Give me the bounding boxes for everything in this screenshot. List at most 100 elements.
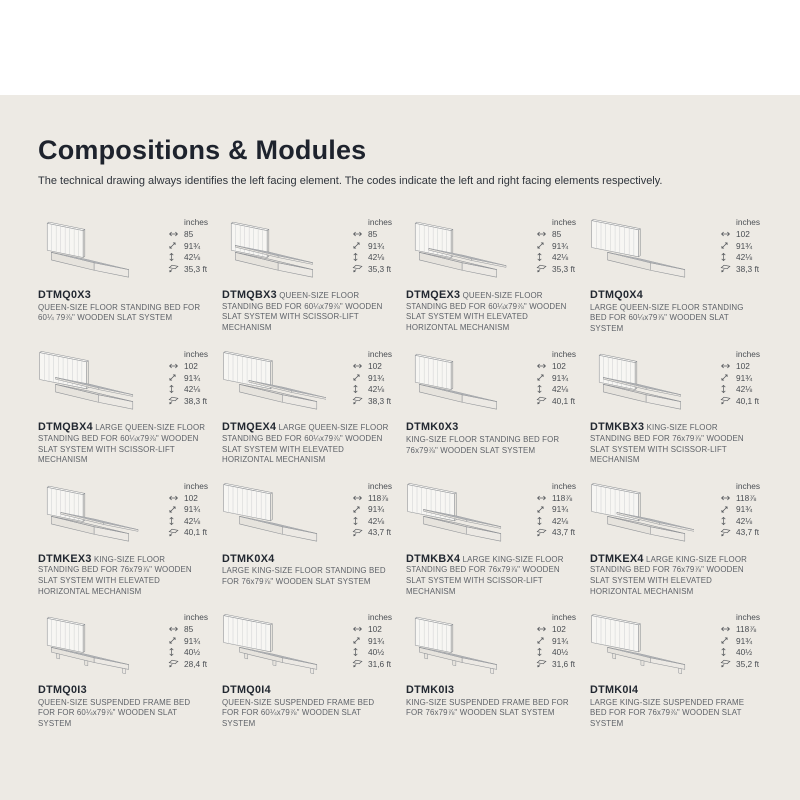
unit-label: inches (368, 217, 392, 227)
product-code: DTMK0X3 (406, 421, 459, 434)
unit-label: inches (552, 217, 576, 227)
width-spec-row: 118⅞ (536, 493, 576, 503)
product-code: DTMK0I3 (406, 684, 455, 697)
product-grid: inches 85 91¾ 42⅛ 35,3 ft (38, 213, 762, 730)
product-caption: DTMK0I4 LARGE KING-SIZE SUSPENDED FRAME … (590, 685, 760, 729)
bed-technical-drawing (222, 213, 326, 283)
depth-spec-row: 91¾ (168, 504, 208, 514)
double-vertical-arrow-icon (536, 647, 552, 657)
area-value: 31,6 ft (552, 658, 576, 669)
unit-label: inches (368, 480, 392, 491)
depth-value: 91¾ (368, 372, 385, 383)
area-value: 35,3 ft (368, 263, 392, 274)
width-value: 102 (368, 624, 382, 635)
product-caption: DTMKBX4 LARGE KING-SIZE FLOOR STANDING B… (406, 553, 576, 597)
floor-area-icon (720, 396, 736, 405)
depth-value: 91¾ (184, 240, 201, 251)
width-value: 118⅞ (368, 492, 389, 503)
width-value: 102 (184, 492, 198, 503)
floor-area-icon (352, 528, 368, 537)
bed-technical-drawing (38, 345, 142, 415)
double-horizontal-arrow-icon (168, 230, 184, 238)
depth-spec-row: 91¾ (536, 373, 576, 383)
depth-spec-row: 91¾ (720, 373, 760, 383)
product-code: DTMK0I4 (590, 684, 639, 697)
product-card: inches 118⅞ 91¾ 42⅛ 43,7 ft (406, 477, 576, 597)
product-description: QUEEN-SIZE FLOOR STANDING BED FOR 60¼ 79… (38, 302, 201, 323)
double-diagonal-arrow-icon (168, 505, 184, 514)
double-diagonal-arrow-icon (168, 241, 184, 250)
product-card: inches 85 91¾ 40½ 28,4 ft (38, 608, 208, 729)
depth-value: 91¾ (736, 372, 753, 383)
floor-area-icon (536, 528, 552, 537)
area-value: 38,3 ft (184, 395, 208, 406)
dimension-specs: inches 85 91¾ 42⅛ 35,3 ft (536, 213, 576, 275)
depth-spec-row: 91¾ (168, 241, 208, 251)
double-horizontal-arrow-icon (536, 625, 552, 633)
product-card: inches 102 91¾ 42⅛ 38,3 ft (590, 213, 760, 334)
page-subtitle: The technical drawing always identifies … (38, 175, 663, 187)
product-code: DTMKEX3 (38, 552, 92, 565)
depth-spec-row: 91¾ (720, 636, 760, 646)
height-value: 40½ (184, 647, 201, 658)
height-value: 42⅛ (552, 384, 569, 395)
unit-label: inches (552, 612, 576, 623)
product-description: LARGE QUEEN-SIZE FLOOR STANDING BED FOR … (38, 423, 206, 465)
floor-area-icon (720, 264, 736, 273)
double-horizontal-arrow-icon (352, 625, 368, 633)
bed-technical-drawing (406, 213, 510, 283)
product-description: LARGE KING-SIZE SUSPENDED FRAME BED FOR … (590, 697, 745, 728)
height-value: 40½ (736, 647, 753, 658)
depth-spec-row: 91¾ (536, 636, 576, 646)
width-spec-row: 102 (168, 361, 208, 371)
unit-label: inches (736, 480, 760, 491)
floor-area-icon (536, 659, 552, 668)
double-diagonal-arrow-icon (720, 636, 736, 645)
product-description: LARGE KING-SIZE FLOOR STANDING BED FOR 7… (406, 554, 564, 596)
bed-technical-drawing (590, 345, 694, 415)
width-spec-row: 85 (168, 229, 208, 239)
double-vertical-arrow-icon (720, 516, 736, 526)
depth-value: 91¾ (736, 504, 753, 515)
product-card: inches 102 91¾ 42⅛ 40,1 ft (590, 345, 760, 465)
double-diagonal-arrow-icon (536, 505, 552, 514)
product-description: QUEEN-SIZE FLOOR STANDING BED FOR 60¼x79… (406, 291, 567, 332)
width-value: 102 (736, 361, 750, 372)
bed-technical-drawing (406, 345, 510, 415)
dimension-specs: inches 102 91¾ 42⅛ 38,3 ft (720, 213, 760, 275)
double-vertical-arrow-icon (536, 516, 552, 526)
area-spec-row: 38,3 ft (168, 396, 208, 406)
double-diagonal-arrow-icon (168, 373, 184, 382)
product-description: KING-SIZE FLOOR STANDING BED FOR 76x79⅞"… (38, 554, 192, 596)
product-card: inches 102 91¾ 42⅛ 40,1 ft (38, 477, 208, 597)
double-horizontal-arrow-icon (168, 494, 184, 502)
unit-label: inches (736, 349, 760, 360)
double-vertical-arrow-icon (352, 252, 368, 262)
bed-technical-drawing (38, 608, 142, 678)
double-diagonal-arrow-icon (720, 505, 736, 514)
depth-spec-row: 91¾ (352, 504, 392, 514)
bed-technical-drawing (590, 608, 694, 678)
floor-area-icon (168, 659, 184, 668)
area-value: 35,3 ft (552, 263, 576, 274)
product-card: inches 102 91¾ 40½ 31,6 ft (406, 608, 576, 729)
depth-value: 91¾ (552, 372, 569, 383)
product-code: DTMQEX3 (406, 289, 461, 301)
dimension-specs: inches 85 91¾ 42⅛ 35,3 ft (168, 213, 208, 275)
product-caption: DTMK0I3 KING-SIZE SUSPENDED FRAME BED FO… (406, 685, 576, 719)
page-title: Compositions & Modules (38, 135, 367, 165)
double-diagonal-arrow-icon (536, 241, 552, 250)
product-code: DTMQ0X3 (38, 289, 92, 301)
unit-label: inches (736, 612, 760, 623)
unit-label: inches (552, 349, 576, 360)
dimension-specs: inches 102 91¾ 40½ 31,6 ft (352, 608, 392, 670)
height-value: 40½ (552, 647, 569, 658)
product-code: DTMK0X4 (222, 552, 275, 565)
unit-label: inches (368, 612, 392, 623)
depth-value: 91¾ (184, 504, 201, 515)
height-value: 42⅛ (552, 515, 569, 526)
product-caption: DTMQEX3 QUEEN-SIZE FLOOR STANDING BED FO… (406, 290, 576, 333)
width-value: 85 (368, 229, 378, 239)
double-vertical-arrow-icon (168, 516, 184, 526)
width-value: 118⅞ (736, 624, 757, 635)
